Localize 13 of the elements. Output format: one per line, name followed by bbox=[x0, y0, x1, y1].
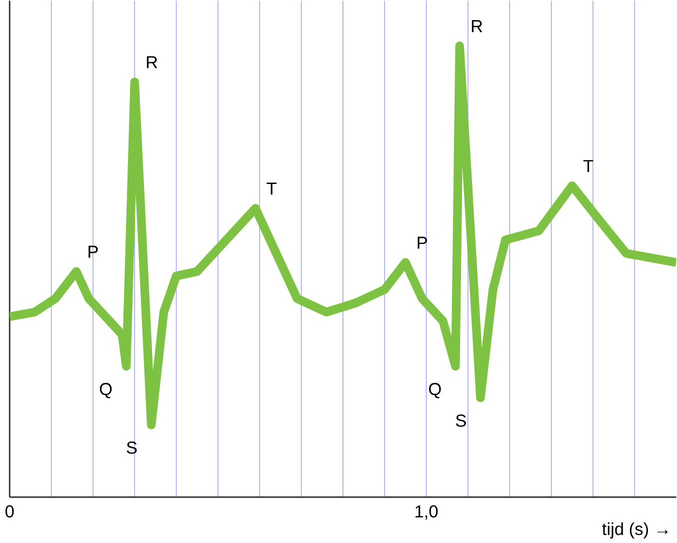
annotation: P bbox=[88, 246, 98, 258]
annotation: R bbox=[146, 56, 158, 68]
annotation: S bbox=[126, 441, 137, 454]
annotation: S bbox=[456, 414, 466, 427]
annotation: Q bbox=[100, 382, 112, 398]
annotation: T bbox=[583, 160, 594, 172]
x-tick-label: 1,0 bbox=[416, 505, 438, 520]
annotation: T bbox=[266, 182, 277, 194]
x-tick-label: 0 bbox=[5, 505, 14, 518]
x-axis-title: tijd (s) → bbox=[602, 522, 668, 538]
annotation: Q bbox=[429, 382, 441, 398]
annotation: R bbox=[472, 20, 482, 32]
annotation: P bbox=[418, 236, 427, 249]
